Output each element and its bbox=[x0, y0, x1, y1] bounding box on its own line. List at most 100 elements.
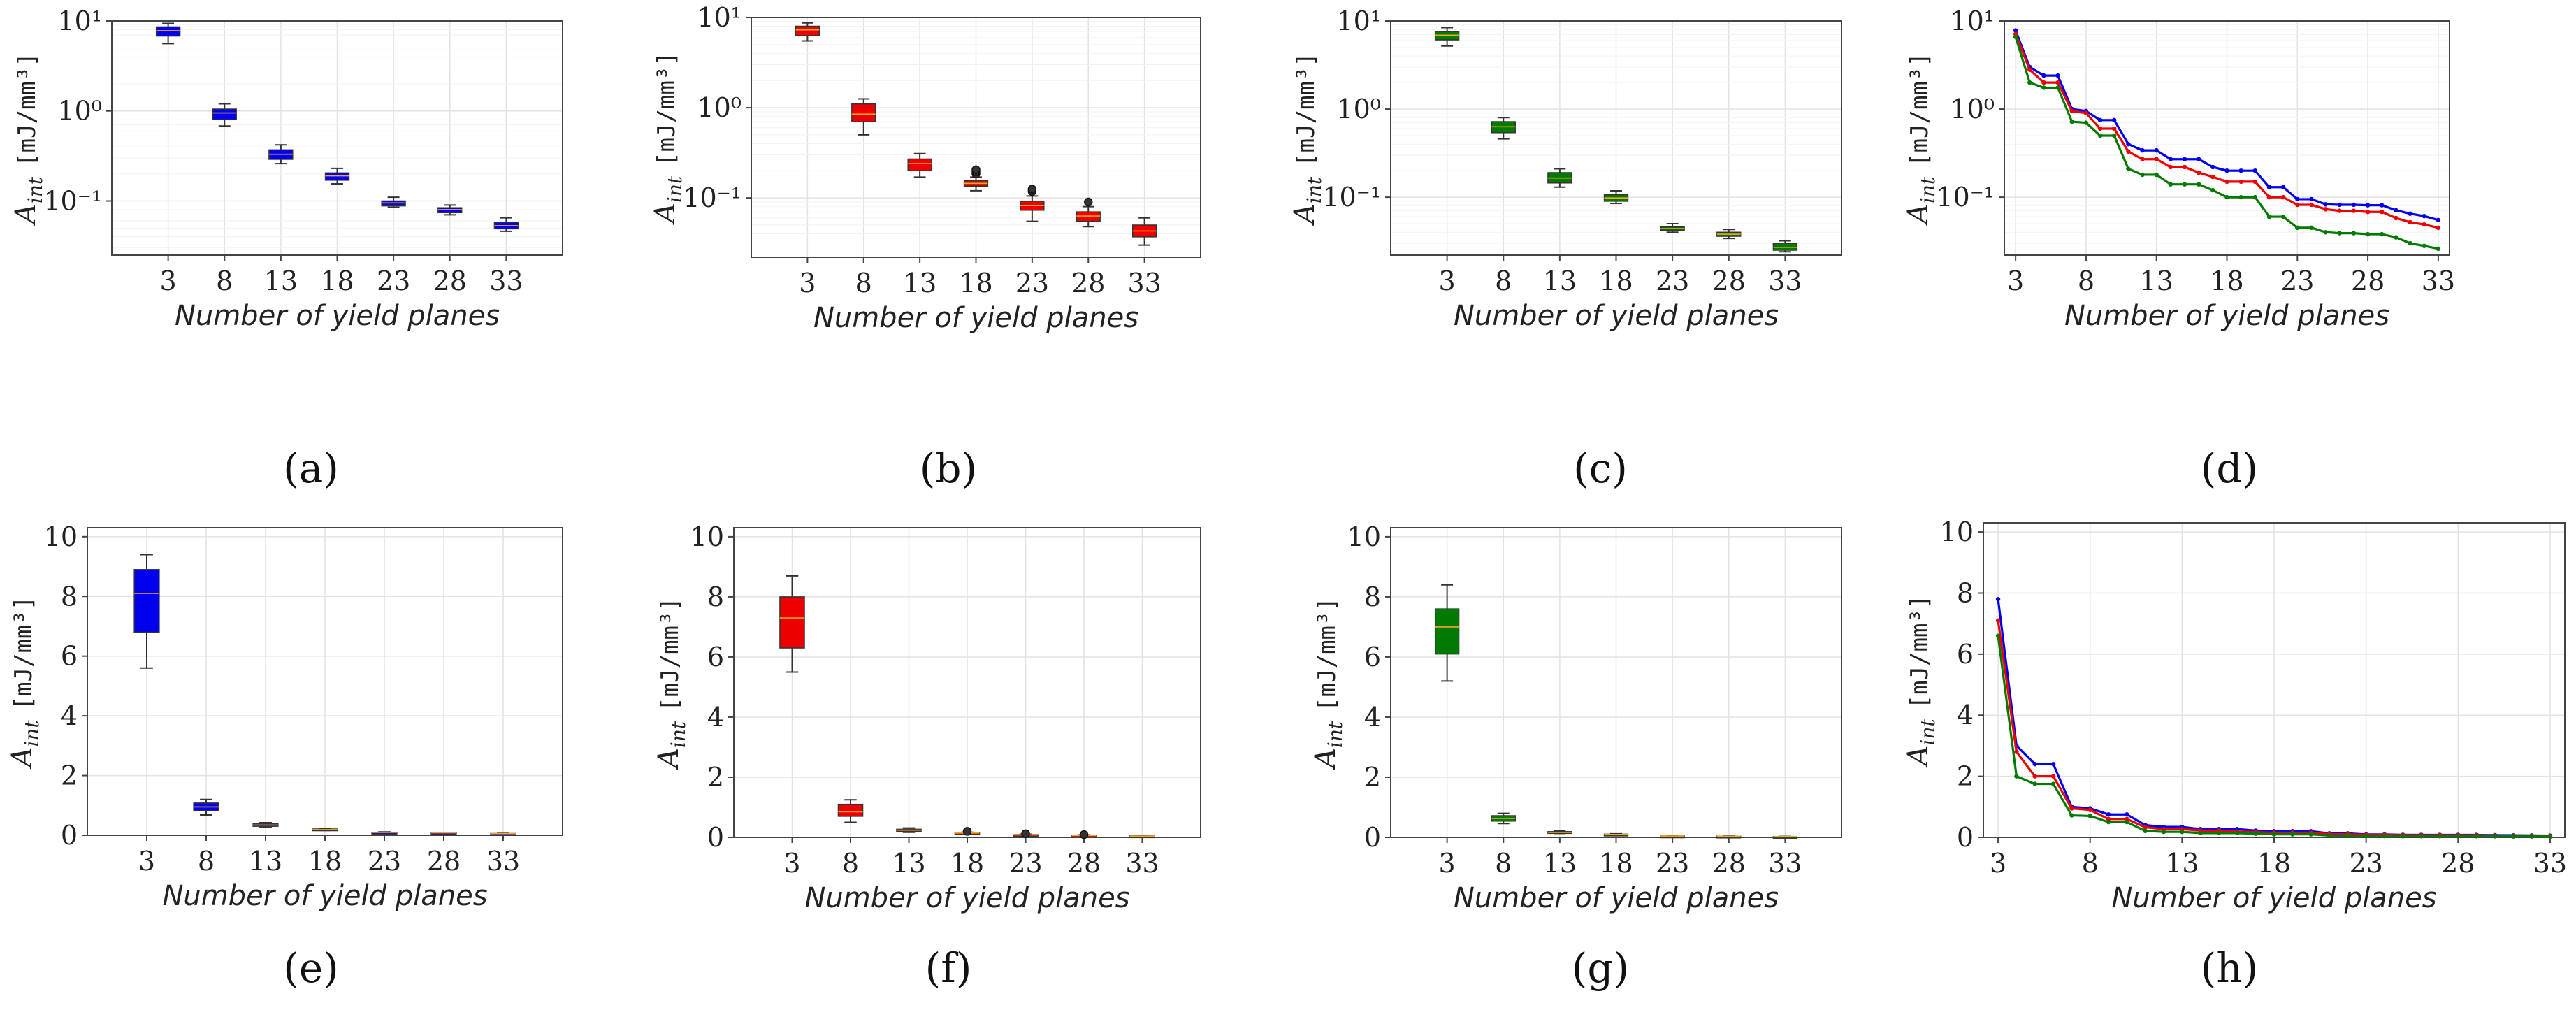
series-point bbox=[2382, 833, 2387, 839]
panel-label: (b) bbox=[920, 445, 977, 492]
y-tick-label: 10⁰ bbox=[1336, 94, 1381, 124]
box-23 bbox=[1660, 223, 1685, 233]
x-tick-label: 28 bbox=[1071, 268, 1105, 298]
x-tick-label: 28 bbox=[427, 846, 461, 876]
x-tick-label: 8 bbox=[2078, 266, 2094, 296]
box-3 bbox=[133, 554, 160, 669]
y-tick-label: 4 bbox=[1364, 702, 1381, 733]
x-tick-label: 13 bbox=[892, 848, 925, 879]
x-tick-label: 18 bbox=[2257, 848, 2291, 879]
box-23 bbox=[381, 196, 406, 208]
series-point bbox=[2323, 207, 2328, 212]
series-point bbox=[2180, 829, 2185, 835]
y-tick-label: 2 bbox=[707, 762, 724, 793]
series-point bbox=[2041, 73, 2046, 78]
series-point bbox=[2235, 830, 2240, 836]
box-23 bbox=[1013, 829, 1039, 839]
x-tick-label: 3 bbox=[799, 268, 816, 298]
series-point bbox=[2182, 164, 2187, 170]
series-point bbox=[2083, 120, 2089, 125]
series-point bbox=[2182, 157, 2187, 161]
series-point bbox=[2295, 225, 2300, 231]
series-point bbox=[2112, 126, 2117, 131]
y-axis-label: Aint[mJ/mm³] bbox=[10, 52, 47, 226]
outlier-point bbox=[1079, 830, 1089, 839]
series-point bbox=[2365, 231, 2371, 237]
x-tick-label: 8 bbox=[198, 846, 215, 876]
box-23 bbox=[1020, 185, 1045, 222]
box-18 bbox=[1603, 832, 1629, 837]
y-tick-label: 10⁻¹ bbox=[1322, 182, 1381, 212]
x-tick-label: 13 bbox=[249, 846, 282, 876]
box-iqr bbox=[779, 596, 805, 649]
series-point bbox=[2050, 781, 2056, 786]
x-tick-label: 18 bbox=[959, 268, 992, 298]
panel-label: (f) bbox=[925, 944, 972, 992]
y-axis-label: Aint[mJ/mm³] bbox=[1310, 597, 1347, 771]
series-point bbox=[2168, 157, 2173, 161]
y-tick-label: 2 bbox=[61, 760, 78, 791]
chart-panel-h: 0 2 4 6 8 10 3 8 13 18 23 28 33 Number of yield plane… bbox=[1902, 517, 2567, 992]
x-tick-label: 23 bbox=[368, 846, 401, 876]
x-axis-label: Number of yield planes bbox=[804, 882, 1129, 914]
box-8 bbox=[193, 798, 219, 816]
box-iqr bbox=[437, 207, 463, 214]
series-point bbox=[2408, 211, 2412, 216]
y-tick-label: 10⁰ bbox=[57, 96, 102, 127]
series-point bbox=[2380, 210, 2385, 215]
series-point bbox=[2271, 832, 2277, 837]
series-point bbox=[2032, 761, 2037, 767]
series-point bbox=[2351, 208, 2357, 213]
box-28 bbox=[1716, 229, 1742, 240]
series-point bbox=[2196, 157, 2201, 161]
y-tick-label: 6 bbox=[1364, 642, 1381, 672]
y-tick-label: 4 bbox=[707, 702, 724, 733]
outlier-point bbox=[971, 165, 981, 175]
series-point bbox=[2125, 812, 2129, 817]
x-axis-label: Number of yield planes bbox=[175, 300, 500, 332]
series-point bbox=[2492, 834, 2498, 839]
x-tick-label: 33 bbox=[1768, 848, 1802, 879]
x-tick-label: 18 bbox=[950, 848, 984, 879]
x-tick-label: 23 bbox=[1656, 848, 1689, 879]
series-point bbox=[2210, 164, 2215, 170]
box-8 bbox=[212, 103, 237, 127]
series-point bbox=[2050, 761, 2056, 767]
series-point bbox=[2168, 182, 2173, 187]
series-point bbox=[2126, 149, 2131, 154]
x-tick-label: 23 bbox=[1656, 266, 1689, 296]
box-13 bbox=[1547, 830, 1572, 835]
box-13 bbox=[252, 822, 279, 828]
series-point bbox=[1995, 633, 2001, 638]
series-point bbox=[2083, 110, 2089, 116]
box-28 bbox=[1071, 830, 1097, 839]
series-point bbox=[2436, 217, 2441, 223]
box-18 bbox=[1603, 190, 1629, 205]
series-point bbox=[2013, 28, 2018, 33]
box-8 bbox=[837, 799, 864, 823]
series-point bbox=[2140, 157, 2145, 161]
x-tick-label: 13 bbox=[1543, 848, 1577, 879]
series-point bbox=[2365, 203, 2371, 208]
x-tick-label: 28 bbox=[1712, 266, 1746, 296]
series-point bbox=[2087, 807, 2092, 812]
outlier-point bbox=[1084, 197, 1093, 207]
series-point bbox=[2309, 196, 2314, 202]
panel-label: (g) bbox=[1572, 944, 1629, 992]
x-tick-label: 3 bbox=[138, 846, 155, 876]
series-point bbox=[2252, 179, 2258, 185]
y-tick-label: 10 bbox=[1347, 521, 1381, 552]
series-point bbox=[2210, 174, 2215, 180]
x-tick-label: 28 bbox=[1067, 848, 1101, 879]
series-point bbox=[2126, 142, 2131, 147]
series-point bbox=[2327, 833, 2332, 838]
x-tick-label: 23 bbox=[1015, 268, 1049, 298]
y-tick-label: 8 bbox=[707, 582, 724, 612]
series-point bbox=[2014, 774, 2019, 779]
series-point bbox=[2224, 194, 2229, 200]
x-tick-label: 23 bbox=[2280, 266, 2314, 296]
box-33 bbox=[1129, 835, 1155, 839]
y-tick-label: 10¹ bbox=[1950, 6, 1995, 36]
